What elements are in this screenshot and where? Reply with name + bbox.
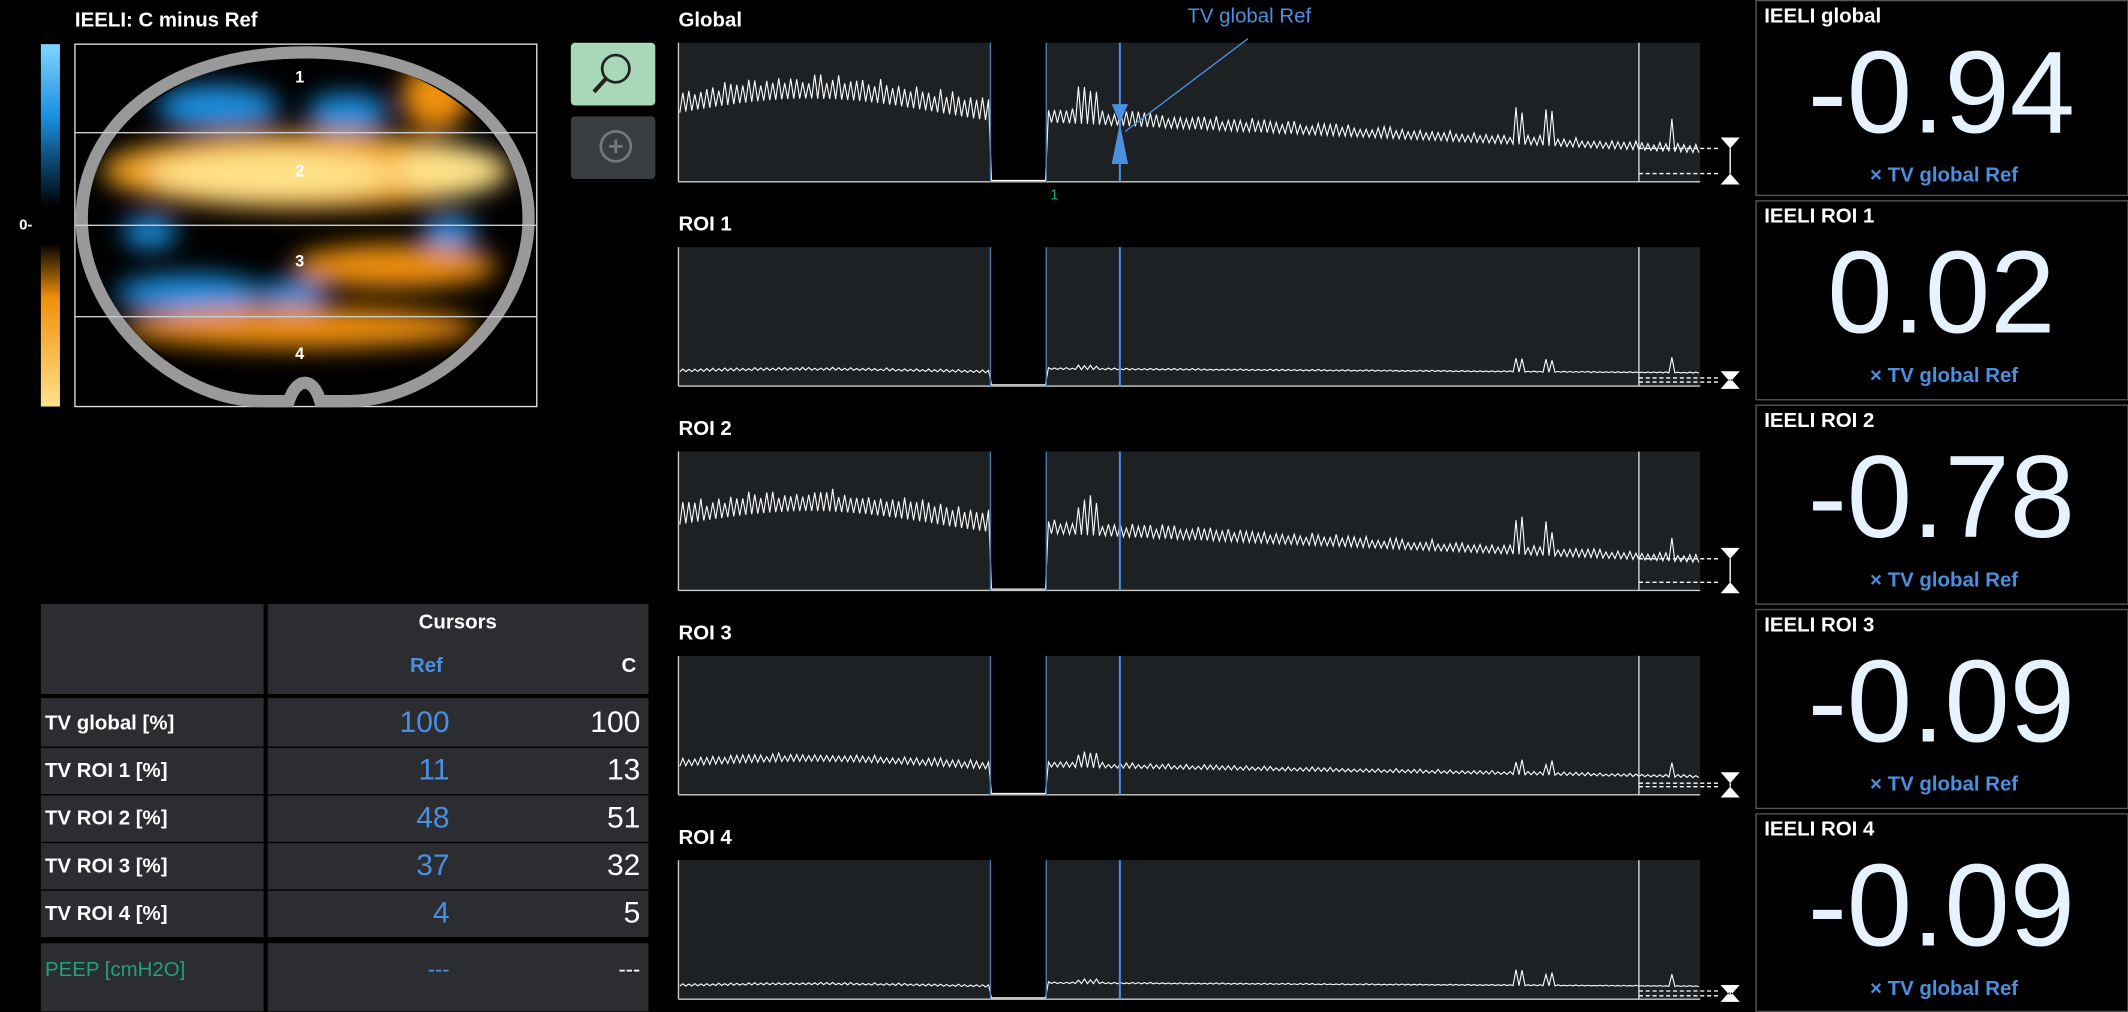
waveform-plot — [678, 655, 1701, 795]
waveform-trace — [679, 357, 1700, 386]
gap — [990, 247, 1047, 387]
region-label: 3 — [295, 252, 304, 270]
waveform-plot — [678, 451, 1701, 591]
result-value: 0.02 — [1827, 227, 2055, 358]
result-panel — [1755, 200, 2128, 401]
region-label: 4 — [295, 345, 304, 363]
table-header-bg — [40, 604, 649, 695]
image-panel: IEELI: C minus Ref 0- 1 2 3 4 — [19, 9, 538, 408]
cell-c: 5 — [624, 897, 641, 930]
result-title: IEELI ROI 1 — [1764, 206, 1874, 228]
button-bg[interactable] — [570, 42, 656, 106]
column-header: C — [621, 655, 636, 677]
ref-marker — [1111, 104, 1129, 165]
row-label: TV ROI 4 [%] — [45, 903, 168, 925]
result-unit: × TV global Ref — [1870, 165, 2018, 187]
result-value: -0.09 — [1808, 840, 2075, 971]
row-label: TV ROI 1 [%] — [45, 760, 168, 782]
table-body-bg — [40, 698, 649, 938]
range-marker — [1720, 137, 1740, 185]
row-label: TV ROI 3 [%] — [45, 855, 168, 877]
result-unit: × TV global Ref — [1870, 569, 2018, 591]
region-label: 1 — [295, 69, 304, 87]
result-unit: × TV global Ref — [1870, 365, 2018, 387]
waveform-trace — [679, 969, 1699, 999]
image-title: IEELI: C minus Ref — [75, 9, 258, 31]
waveform-plot — [678, 42, 1701, 182]
annotation-leader — [1124, 38, 1249, 132]
icon — [599, 129, 633, 163]
waveform-trace — [679, 488, 1700, 590]
gap — [990, 42, 1047, 182]
table-group-header: Cursors — [419, 612, 497, 634]
row-label: TV global [%] — [45, 712, 174, 734]
result-value: -0.09 — [1808, 635, 2075, 766]
zoom-button[interactable] — [570, 42, 656, 106]
column-header: Ref — [410, 655, 443, 677]
cell-c: 100 — [590, 706, 640, 739]
result-panel — [1755, 813, 2128, 1012]
result-title: IEELI global — [1764, 5, 1881, 27]
cell-c: 51 — [607, 801, 640, 834]
cell-ref: 100 — [400, 706, 450, 739]
color-bar — [40, 44, 60, 407]
scale-zero: 0- — [19, 216, 32, 233]
cell-c: 13 — [607, 754, 640, 787]
icon — [608, 139, 623, 154]
result-value: -0.94 — [1808, 26, 2075, 157]
cell-ref: 48 — [416, 801, 449, 834]
waveform-title: ROI 1 — [678, 214, 731, 236]
zoom-in-button[interactable] — [570, 116, 656, 180]
gap — [990, 451, 1047, 591]
result-panel — [1755, 0, 2128, 197]
cell-c: --- — [619, 956, 641, 981]
result-panel — [1755, 608, 2128, 810]
range-marker — [1720, 984, 1740, 1002]
row-label: TV ROI 2 [%] — [45, 808, 168, 830]
cursor-marker: 1 — [1050, 186, 1058, 203]
result-panel — [1755, 404, 2128, 605]
cell-ref: --- — [428, 956, 450, 981]
result-value: -0.78 — [1808, 431, 2075, 562]
gap — [990, 860, 1047, 1000]
result-title: IEELI ROI 3 — [1764, 614, 1874, 636]
cell-c: 32 — [607, 849, 640, 882]
cell-ref: 11 — [418, 754, 449, 787]
thorax-outline — [75, 46, 535, 408]
range-marker — [1720, 772, 1740, 798]
result-title: IEELI ROI 4 — [1764, 819, 1875, 841]
waveform-plot — [678, 247, 1701, 387]
range-marker — [1720, 371, 1740, 389]
waveform-trace — [679, 74, 1700, 181]
table-body-bg — [40, 943, 649, 1012]
region-label: 2 — [295, 163, 304, 181]
waveform-trace — [679, 751, 1700, 795]
icon — [592, 76, 608, 94]
result-title: IEELI ROI 2 — [1764, 410, 1874, 432]
waveform-plot — [678, 860, 1701, 1000]
waveform-title: ROI 3 — [678, 622, 731, 644]
ref-annotation: TV global Ref — [1187, 5, 1311, 27]
table: Cursors Ref C TV global [%] 100 100 TV ROI … — [40, 604, 649, 1012]
row-label: PEEP [cmH2O] — [45, 959, 185, 981]
range-marker — [1720, 547, 1740, 594]
result-unit: × TV global Ref — [1870, 774, 2018, 796]
gap — [990, 655, 1047, 795]
waveform-title: ROI 4 — [678, 827, 732, 849]
result-unit: × TV global Ref — [1870, 978, 2018, 1000]
icon — [600, 53, 631, 84]
cell-ref: 4 — [433, 897, 450, 930]
waveform-title: ROI 2 — [678, 418, 731, 440]
cell-ref: 37 — [416, 849, 449, 882]
waveform-title: Global — [678, 9, 742, 31]
